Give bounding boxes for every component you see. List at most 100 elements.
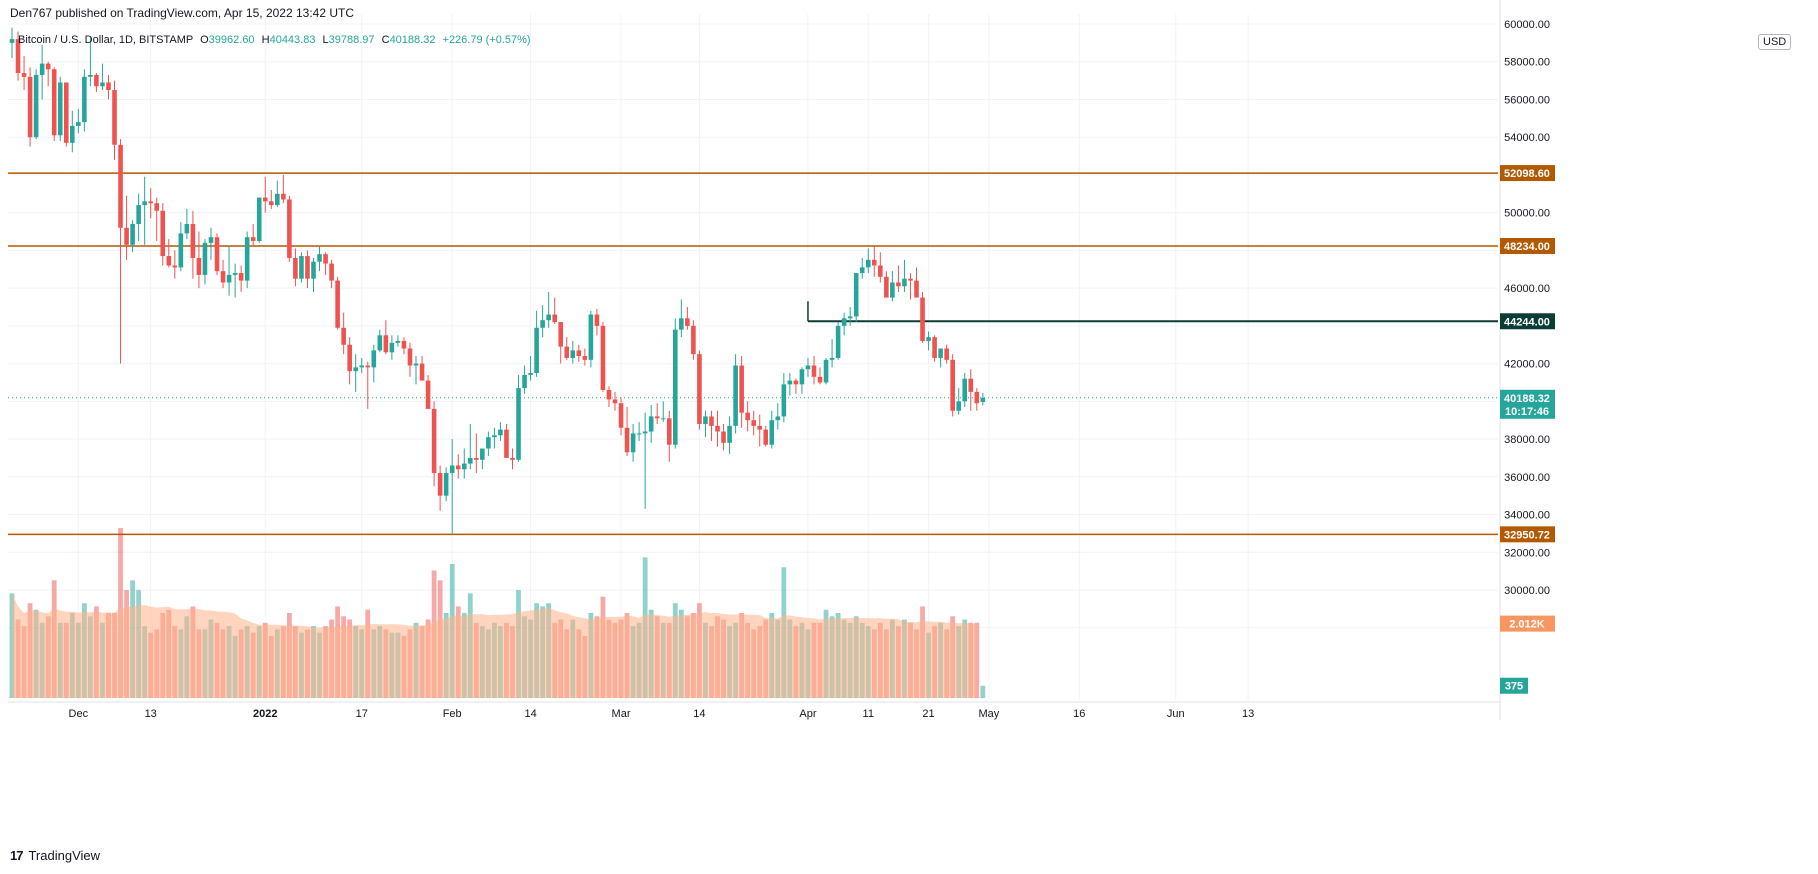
candle (920, 291, 925, 343)
candle-body (582, 356, 588, 360)
candle-body (624, 427, 630, 453)
candle-body (226, 274, 232, 283)
candle-series (9, 27, 986, 535)
candle-body (184, 223, 190, 234)
candle (347, 337, 352, 385)
candle-body (516, 388, 521, 460)
candle-body (9, 39, 15, 43)
candle-body (721, 431, 726, 443)
candle (600, 322, 606, 392)
candle-body (395, 340, 401, 343)
candle-body (359, 365, 365, 368)
volume-series (9, 528, 986, 698)
volume-bar (974, 622, 980, 698)
candle (751, 410, 756, 436)
close-label: C (381, 34, 390, 46)
x-tick-label: Mar (612, 708, 631, 720)
candle (962, 373, 968, 407)
candle-body (823, 359, 829, 383)
candle-body (76, 122, 81, 126)
candle (256, 197, 262, 243)
candle-body (57, 82, 63, 136)
candle-body (256, 197, 262, 241)
countdown-tag-bg (1500, 402, 1555, 419)
currency-button[interactable]: USD (1758, 34, 1792, 50)
levels (8, 172, 1498, 536)
candle-body (757, 425, 763, 430)
candle (618, 397, 624, 436)
candle (588, 310, 594, 368)
candle (703, 410, 708, 438)
candle-body (244, 237, 250, 281)
candle (33, 69, 39, 140)
candle (516, 374, 521, 462)
footer-brand[interactable]: 17 TradingView (10, 848, 100, 863)
candle-body (88, 74, 93, 77)
candle-body (908, 278, 913, 281)
candle-body (938, 348, 943, 358)
x-tick-label: May (978, 708, 999, 720)
candle (582, 348, 588, 366)
high-label: H (261, 34, 270, 46)
candle-body (793, 380, 799, 385)
candle (244, 231, 250, 289)
candle (15, 31, 21, 81)
candle-body (353, 367, 359, 372)
candle-body (528, 373, 533, 375)
candle (805, 357, 811, 377)
candle-body (142, 201, 147, 206)
candle-body (106, 82, 111, 91)
candle-body (281, 193, 286, 200)
candle (425, 374, 431, 409)
candle (908, 273, 913, 300)
candle-body (751, 420, 756, 426)
level-price-tag-text: 52098.60 (1504, 168, 1550, 180)
candle-body (510, 457, 515, 460)
candle (890, 271, 895, 302)
x-tick-label: Dec (69, 708, 89, 720)
candle-body (853, 273, 859, 317)
candle (94, 73, 99, 92)
level-price-tag-text: 48234.00 (1504, 241, 1550, 253)
candle (160, 203, 166, 266)
volume-ma-tag-text: 2.012K (1509, 619, 1545, 631)
candle (624, 406, 630, 457)
candle-body (920, 297, 925, 341)
candle (196, 231, 202, 289)
candle (878, 252, 883, 283)
candle (510, 448, 515, 470)
candle-body (576, 350, 582, 357)
candle-body (455, 465, 461, 470)
candle-body (540, 320, 545, 328)
candle-body (805, 365, 811, 370)
candle-body (268, 201, 274, 206)
candle-body (552, 314, 557, 323)
candle-body (835, 325, 841, 358)
candle (57, 76, 63, 141)
candle (968, 369, 974, 411)
candle-body (871, 259, 877, 266)
candle (353, 354, 359, 392)
last-volume-tag-bg (1500, 677, 1528, 694)
candle-body (492, 435, 497, 438)
x-tick-label: 2022 (253, 708, 277, 720)
candle (817, 367, 823, 385)
candle (136, 193, 141, 241)
last-price-tag-bg (1500, 389, 1555, 406)
candle-body (262, 197, 268, 202)
countdown-tag-text: 10:17:46 (1505, 406, 1549, 418)
candle (383, 320, 389, 355)
candle (950, 354, 955, 417)
candle (323, 252, 328, 275)
grid-lines (8, 14, 1498, 700)
candle-body (33, 74, 39, 138)
candle (208, 227, 214, 260)
candle-body (926, 337, 931, 341)
candle-body (745, 412, 750, 421)
candle (763, 425, 769, 447)
candle (82, 69, 87, 132)
candle (528, 356, 533, 381)
candle-body (148, 201, 153, 204)
candle-body (82, 76, 87, 123)
